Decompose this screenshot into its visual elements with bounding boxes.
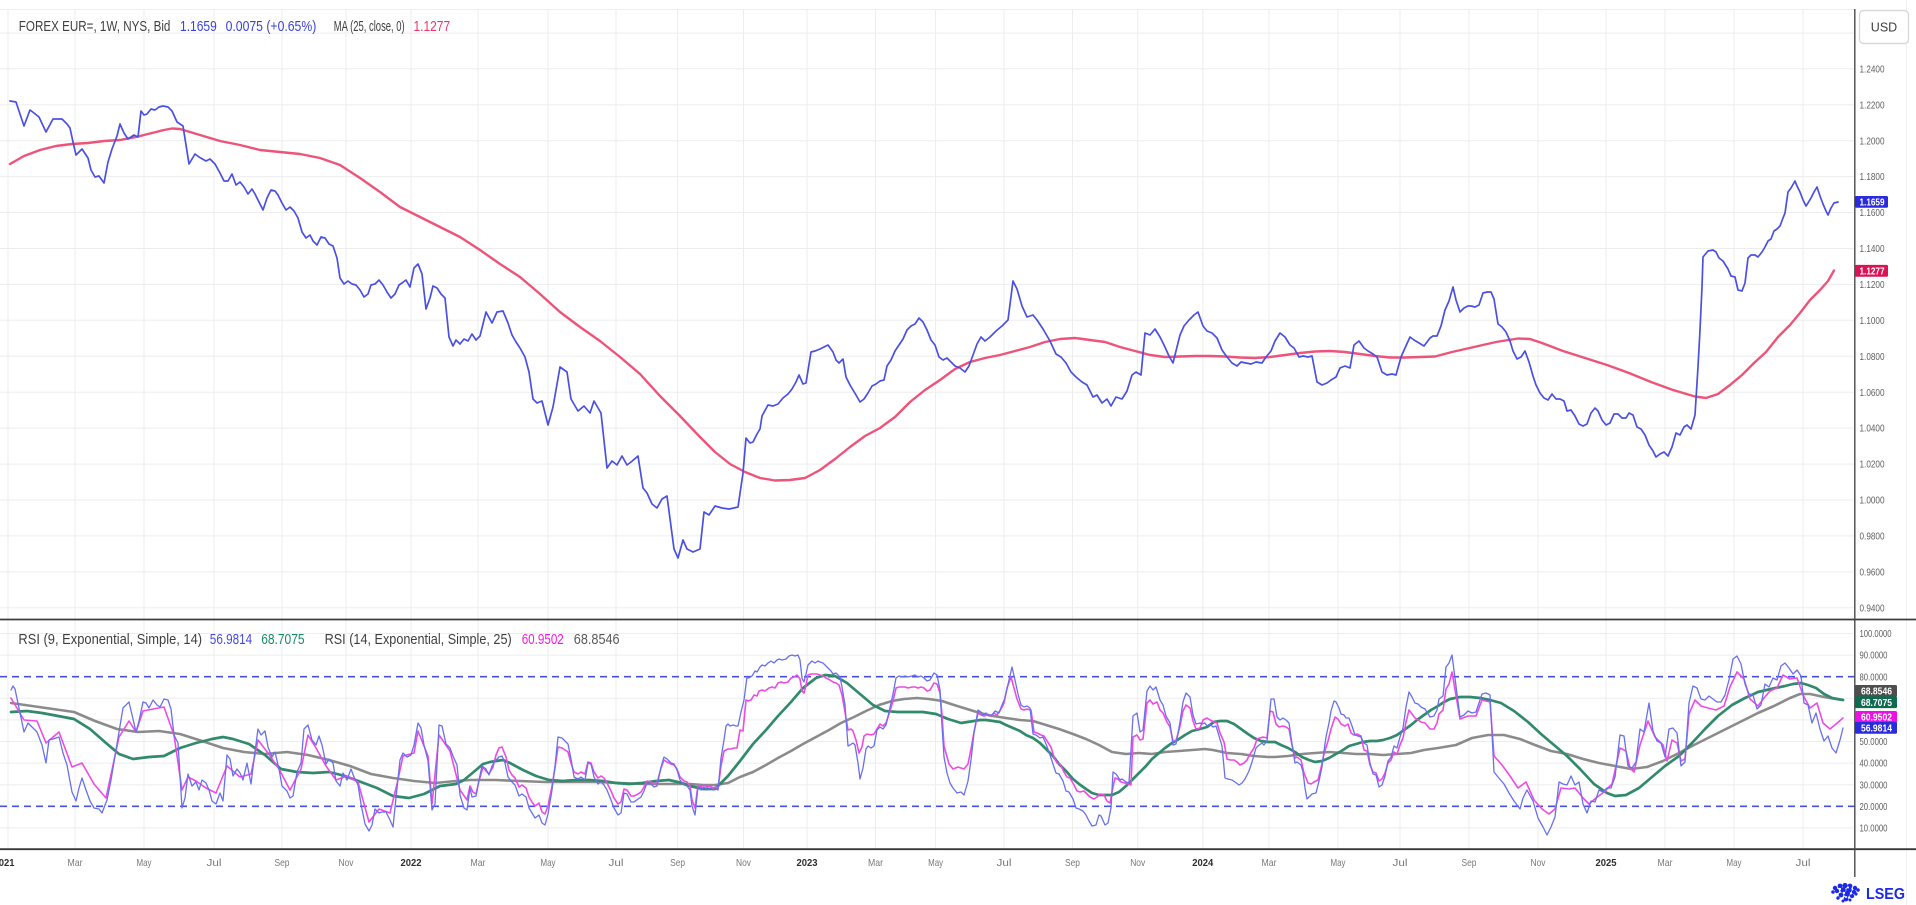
svg-text:LSEG: LSEG <box>1866 886 1905 903</box>
svg-text:Sep: Sep <box>1462 857 1477 869</box>
svg-text:Nov: Nov <box>1130 857 1146 869</box>
svg-text:May: May <box>1331 857 1347 869</box>
svg-text:1.1659: 1.1659 <box>180 19 217 35</box>
svg-text:Mar: Mar <box>868 857 883 869</box>
svg-text:1.2000: 1.2000 <box>1860 135 1885 147</box>
svg-text:1.0200: 1.0200 <box>1860 459 1885 471</box>
svg-text:1.1659: 1.1659 <box>1860 198 1885 209</box>
svg-text:90.0000: 90.0000 <box>1860 650 1888 662</box>
svg-text:May: May <box>928 857 944 869</box>
svg-text:50.0000: 50.0000 <box>1860 736 1888 748</box>
svg-text:1.1277: 1.1277 <box>1860 266 1885 277</box>
svg-text:May: May <box>137 857 153 869</box>
svg-text:68.7075: 68.7075 <box>1861 698 1892 709</box>
svg-text:1.1000: 1.1000 <box>1860 315 1885 327</box>
svg-text:68.7075: 68.7075 <box>261 632 304 648</box>
svg-text:Nov: Nov <box>736 857 752 869</box>
svg-text:Jul: Jul <box>1796 857 1811 869</box>
svg-text:40.0000: 40.0000 <box>1860 758 1888 770</box>
svg-text:2025: 2025 <box>1596 857 1617 869</box>
svg-text:0.0075 (+0.65%): 0.0075 (+0.65%) <box>226 19 317 35</box>
svg-text:56.9814: 56.9814 <box>1861 723 1892 734</box>
svg-text:0.9400: 0.9400 <box>1860 602 1885 614</box>
svg-text:Sep: Sep <box>1065 857 1080 869</box>
svg-text:RSI (14, Exponential, Simple,: RSI (14, Exponential, Simple, 25) <box>325 632 512 648</box>
svg-text:1.2400: 1.2400 <box>1860 63 1885 75</box>
svg-text:20.0000: 20.0000 <box>1860 801 1888 813</box>
svg-text:56.9814: 56.9814 <box>210 632 252 648</box>
svg-text:Sep: Sep <box>275 857 290 869</box>
svg-text:30.0000: 30.0000 <box>1860 779 1888 791</box>
svg-text:0.9600: 0.9600 <box>1860 567 1885 579</box>
svg-text:Nov: Nov <box>1531 857 1547 869</box>
svg-text:10.0000: 10.0000 <box>1860 823 1888 835</box>
svg-text:60.9502: 60.9502 <box>1861 713 1892 724</box>
svg-text:Mar: Mar <box>1262 857 1277 869</box>
svg-text:FOREX EUR=, 1W, NYS, Bid: FOREX EUR=, 1W, NYS, Bid <box>19 19 171 35</box>
svg-text:May: May <box>1727 857 1743 869</box>
svg-text:2023: 2023 <box>797 857 818 869</box>
svg-text:May: May <box>541 857 557 869</box>
svg-text:Jul: Jul <box>1393 857 1408 869</box>
svg-text:1.0600: 1.0600 <box>1860 387 1885 399</box>
svg-text:1.0800: 1.0800 <box>1860 351 1885 363</box>
svg-text:Jul: Jul <box>207 857 222 869</box>
svg-text:Nov: Nov <box>339 857 355 869</box>
svg-text:80.0000: 80.0000 <box>1860 671 1888 683</box>
svg-text:2024: 2024 <box>1192 857 1213 869</box>
svg-text:1.1400: 1.1400 <box>1860 243 1885 255</box>
svg-text:1.0400: 1.0400 <box>1860 423 1885 435</box>
svg-text:68.8546: 68.8546 <box>574 632 620 648</box>
svg-text:MA (25, close, 0): MA (25, close, 0) <box>334 19 405 35</box>
svg-text:1.1200: 1.1200 <box>1860 279 1885 291</box>
svg-text:Mar: Mar <box>1658 857 1673 869</box>
svg-text:RSI (9, Exponential, Simple, 1: RSI (9, Exponential, Simple, 14) <box>18 632 202 648</box>
svg-text:Sep: Sep <box>670 857 685 869</box>
svg-text:1.0000: 1.0000 <box>1860 495 1885 507</box>
svg-text:2021: 2021 <box>0 857 15 869</box>
svg-text:68.8546: 68.8546 <box>1861 687 1892 698</box>
svg-text:1.1600: 1.1600 <box>1860 207 1885 219</box>
svg-text:Jul: Jul <box>609 857 624 869</box>
svg-text:Mar: Mar <box>68 857 83 869</box>
svg-text:Jul: Jul <box>997 857 1012 869</box>
svg-text:USD: USD <box>1871 21 1897 35</box>
svg-text:Mar: Mar <box>471 857 486 869</box>
svg-text:1.1800: 1.1800 <box>1860 171 1885 183</box>
svg-text:0.9800: 0.9800 <box>1860 531 1885 543</box>
svg-text:1.2200: 1.2200 <box>1860 99 1885 111</box>
svg-text:1.1277: 1.1277 <box>414 19 451 35</box>
svg-text:60.9502: 60.9502 <box>522 632 564 648</box>
svg-text:2022: 2022 <box>401 857 422 869</box>
svg-text:100.0000: 100.0000 <box>1860 628 1892 640</box>
